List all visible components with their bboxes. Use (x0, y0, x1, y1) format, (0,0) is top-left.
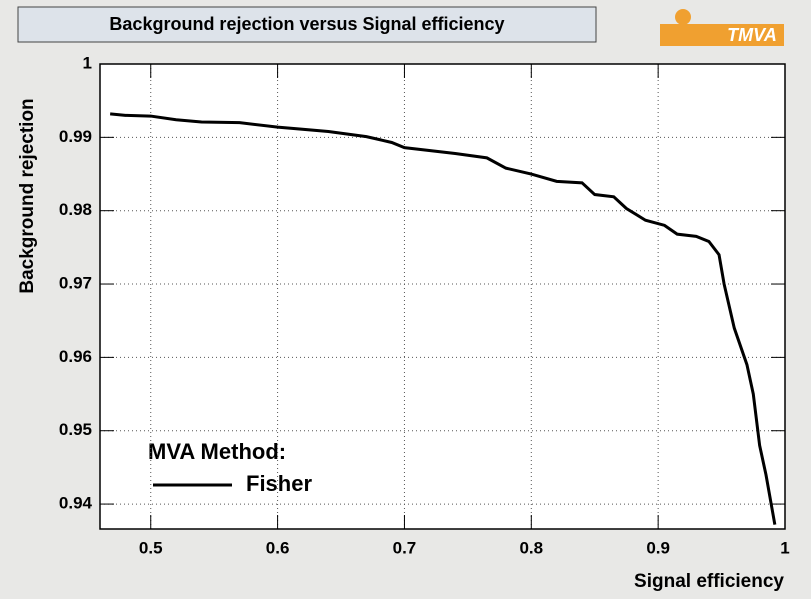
logo-dot (675, 9, 691, 25)
x-tick-label: 0.6 (266, 538, 290, 557)
plot-area (100, 64, 785, 529)
y-tick-label: 0.96 (59, 347, 92, 366)
logo: TMVA (727, 25, 777, 45)
y-tick-label: 0.97 (59, 274, 92, 293)
chart-title: Background rejection versus Signal effic… (109, 14, 504, 34)
legend-title: MVA Method: (148, 439, 286, 464)
x-tick-label: 0.7 (393, 538, 417, 557)
legend-label: Fisher (246, 471, 312, 496)
logo-box (660, 24, 784, 46)
x-tick-label: 0.5 (139, 538, 163, 557)
x-tick-label: 0.9 (646, 538, 670, 557)
y-tick-label: 0.94 (59, 494, 93, 513)
y-tick-label: 1 (83, 53, 92, 72)
plot-frame (99, 63, 786, 530)
y-tick-label: 0.98 (59, 200, 92, 219)
x-axis-label: Signal efficiency (634, 571, 784, 592)
line (110, 112, 777, 525)
title-box (17, 6, 597, 43)
x-tick-label: 1 (780, 538, 789, 557)
y-axis-label: Background rejection (17, 98, 38, 293)
x-tick-label: 0.8 (519, 538, 543, 557)
y-tick-label: 0.95 (59, 420, 92, 439)
y-tick-label: 0.99 (59, 127, 92, 146)
